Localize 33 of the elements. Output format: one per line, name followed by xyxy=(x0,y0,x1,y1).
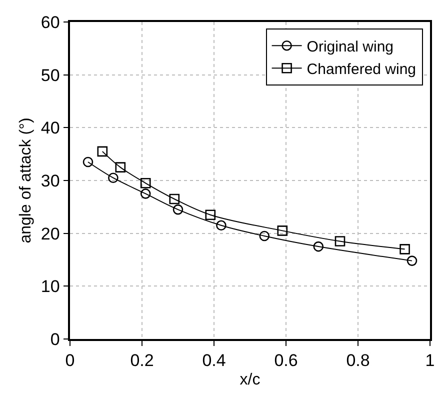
point xyxy=(205,210,216,220)
point xyxy=(406,256,418,266)
y-tick-label: 60 xyxy=(40,12,60,32)
y-axis-title: angle of attack (°) xyxy=(17,118,34,244)
x-tick-label: 0.4 xyxy=(202,351,226,370)
x-axis-title: x/c xyxy=(240,371,260,388)
y-tick-label: 30 xyxy=(40,171,60,190)
y-tick-label: 50 xyxy=(40,66,60,85)
x-tick-label: 0.2 xyxy=(130,351,154,370)
point xyxy=(313,241,324,252)
y-tick-label: 0 xyxy=(50,330,60,349)
point xyxy=(140,188,151,199)
point xyxy=(108,172,118,184)
point xyxy=(82,156,94,168)
point xyxy=(216,220,226,231)
point xyxy=(334,236,346,246)
y-tick-label: 40 xyxy=(40,118,60,138)
point xyxy=(97,146,108,157)
legend-label: Original wing xyxy=(306,38,394,56)
point xyxy=(259,230,270,242)
point xyxy=(400,244,410,254)
x-tick-label: 0.8 xyxy=(346,351,370,370)
point xyxy=(169,194,180,204)
point xyxy=(115,162,126,172)
x-tick-label: 0.6 xyxy=(274,351,298,370)
y-tick-label: 20 xyxy=(40,224,60,244)
point xyxy=(172,204,184,215)
point xyxy=(140,178,151,188)
x-tick-label: 0 xyxy=(65,351,75,370)
x-tick-label: 1 xyxy=(425,351,435,370)
legend-label: Chamfered wing xyxy=(306,60,416,78)
point xyxy=(277,226,288,236)
y-tick-label: 10 xyxy=(40,277,60,296)
